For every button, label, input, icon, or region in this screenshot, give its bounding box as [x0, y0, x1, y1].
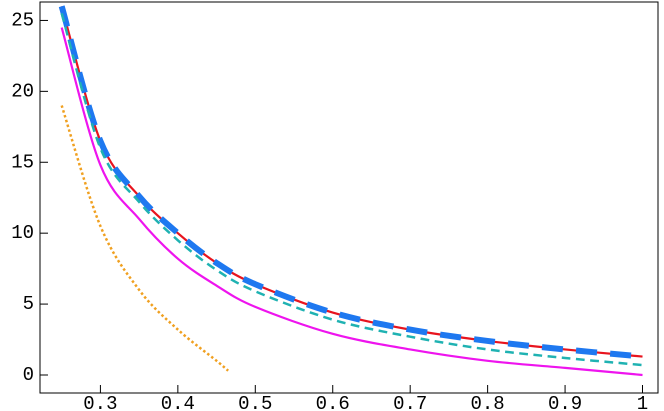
x-tick-label: 0.6: [316, 393, 350, 411]
y-tick-label: 25: [11, 9, 34, 31]
y-tick-label: 0: [23, 364, 34, 386]
y-tick-label: 5: [23, 293, 34, 315]
curve: [60, 13, 643, 367]
x-tick-label: 0.4: [161, 393, 195, 411]
y-tick-label: 15: [11, 151, 34, 173]
curve: [60, 27, 643, 377]
y-tick-label: 10: [11, 222, 34, 244]
x-tick-label: 0.7: [393, 393, 427, 411]
curve: [60, 5, 643, 358]
x-tick-label: 1: [637, 393, 648, 411]
curve: [60, 105, 230, 372]
y-tick-label: 20: [11, 80, 34, 102]
x-tick-label: 0.9: [548, 393, 582, 411]
x-tick-label: 0.3: [83, 393, 117, 411]
x-tick-label: 0.8: [471, 393, 505, 411]
plot-frame: [39, 1, 659, 394]
x-tick-label: 0.5: [238, 393, 272, 411]
curve: [58, 5, 643, 360]
